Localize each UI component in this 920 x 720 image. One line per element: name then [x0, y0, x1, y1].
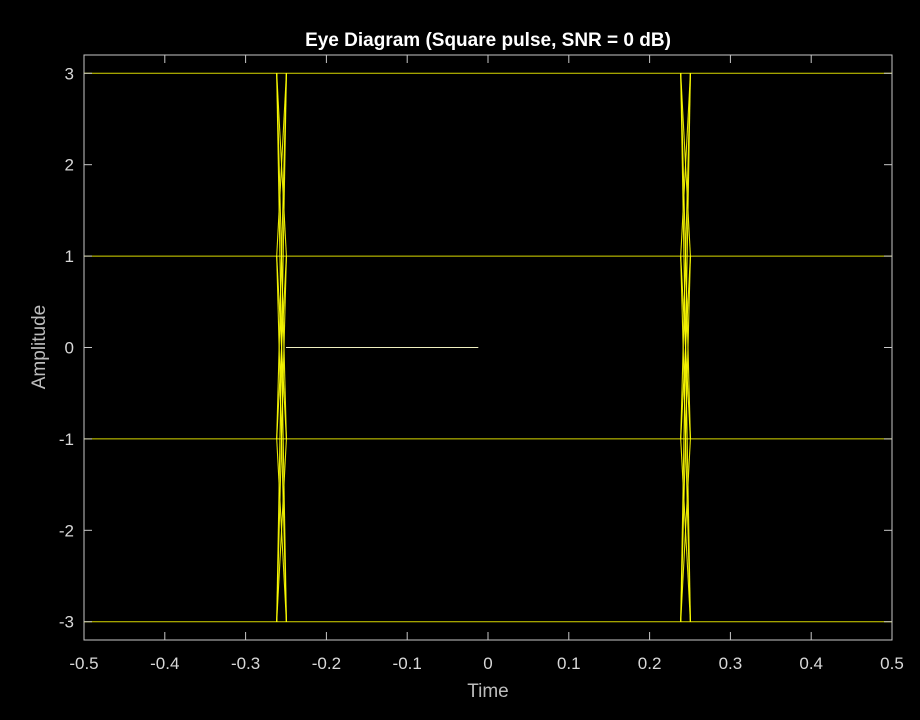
y-tick-label: 3 — [65, 64, 74, 83]
x-tick-label: -0.2 — [312, 654, 341, 673]
y-tick-label: 2 — [65, 156, 74, 175]
y-tick-label: 1 — [65, 247, 74, 266]
x-tick-label: 0.2 — [638, 654, 662, 673]
transition-1-10 — [680, 73, 691, 439]
x-tick-label: 0.4 — [799, 654, 823, 673]
eye-traces — [84, 72, 892, 623]
x-tick-label: -0.3 — [231, 654, 260, 673]
x-axis-label: Time — [467, 681, 509, 702]
axis-ticks: -0.5 -0.4 -0.3 -0.2 -0.1 0 0.1 0.2 0.3 0.4 0.5 -3 -2… — [59, 55, 904, 673]
plot-area — [83, 54, 893, 641]
transition-0-10 — [276, 73, 287, 439]
transition-1-9 — [680, 73, 691, 622]
x-tick-label: -0.1 — [393, 654, 422, 673]
x-tick-label: -0.4 — [150, 654, 179, 673]
y-tick-label: -3 — [59, 613, 74, 632]
x-tick-label: 0.5 — [880, 654, 904, 673]
transition-0-3 — [276, 438, 287, 622]
transition-0-9 — [276, 73, 287, 622]
transition-1-11 — [680, 73, 691, 257]
x-tick-label: 0 — [483, 654, 492, 673]
x-tick-label: 0.1 — [557, 654, 581, 673]
y-tick-label: -2 — [59, 521, 74, 540]
x-tick-label: 0.3 — [719, 654, 743, 673]
transition-0-11 — [276, 73, 287, 257]
y-tick-label: 0 — [65, 339, 74, 358]
y-tick-label: -1 — [59, 430, 74, 449]
y-axis-label: Amplitude — [29, 305, 50, 390]
transition-1-3 — [680, 438, 691, 622]
chart-title: Eye Diagram (Square pulse, SNR = 0 dB) — [305, 30, 671, 51]
x-tick-label: -0.5 — [69, 654, 98, 673]
